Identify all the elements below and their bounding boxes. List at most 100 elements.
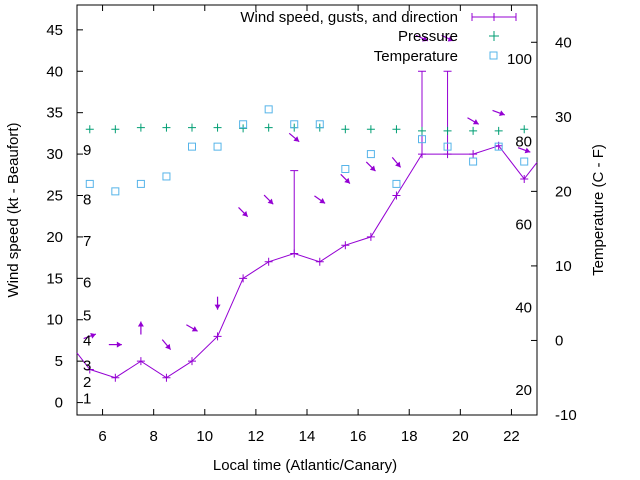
beaufort-label: 6 xyxy=(83,274,91,291)
y-axis-label: Wind speed (kt - Beaufort) xyxy=(5,122,22,297)
fahrenheit-label: 80 xyxy=(515,134,532,151)
y2-tick-label: 10 xyxy=(555,258,572,275)
y-tick-label: 15 xyxy=(46,270,63,287)
wind-direction-arrow xyxy=(83,332,97,340)
wind-direction-arrow-head xyxy=(344,177,350,184)
temperature-point xyxy=(290,120,299,129)
gust-bar xyxy=(290,170,299,254)
temperature-point xyxy=(341,165,350,173)
fahrenheit-label: 60 xyxy=(515,216,532,233)
wind-direction-arrow-head xyxy=(90,332,96,339)
beaufort-label: 5 xyxy=(83,308,91,325)
wind-direction-arrow xyxy=(137,321,144,335)
wind-direction-arrow-head xyxy=(242,211,248,217)
wind-direction-arrow-head xyxy=(524,147,531,154)
wind-speed-point xyxy=(520,174,529,183)
temperature-point xyxy=(85,179,94,188)
y2-axis-ticks: -10 0 10 20 30 40 xyxy=(531,34,577,424)
wind-direction-arrow-head xyxy=(319,198,326,204)
legend-wind-label: Wind speed, gusts, and direction xyxy=(240,9,458,26)
temperature-point xyxy=(418,135,426,144)
pressure-point xyxy=(469,126,478,135)
temperature-point xyxy=(264,105,273,114)
legend: Wind speed, gusts, and direction Pressur… xyxy=(240,9,517,65)
y-tick-label: 35 xyxy=(46,105,63,122)
x-tick-label: 14 xyxy=(299,428,316,445)
pressure-point xyxy=(213,123,222,132)
legend-pressure-swatch xyxy=(489,31,499,41)
temperature-point xyxy=(443,142,452,151)
wind-direction-arrow xyxy=(263,194,274,205)
wind-direction-arrow xyxy=(517,147,531,154)
pressure-point xyxy=(136,123,145,132)
wind-direction-arrow-head xyxy=(447,36,454,42)
wind-speed-point xyxy=(418,150,426,159)
fahrenheit-label: 40 xyxy=(515,299,532,316)
wind-speed-point xyxy=(315,257,324,266)
wind-direction-arrow-head xyxy=(422,36,428,42)
gust-bar xyxy=(443,70,452,155)
y-tick-label: 30 xyxy=(46,146,63,163)
temperature-point xyxy=(239,120,248,129)
wind-direction-arrow xyxy=(365,161,376,172)
legend-pressure-label: Pressure xyxy=(398,28,458,45)
pressure-point xyxy=(443,126,452,135)
temperature-point xyxy=(213,142,222,151)
wind-speed-point xyxy=(213,332,222,341)
pressure-point xyxy=(392,125,401,134)
wind-direction-arrow xyxy=(314,195,326,204)
plot-frame xyxy=(76,4,538,416)
y-tick-label: 45 xyxy=(46,22,63,39)
wind-direction-arrow xyxy=(340,173,351,184)
plot-area: 123 4 5 6 7 8 9 20 40 60 80 100 xyxy=(76,4,538,416)
wind-speed-series xyxy=(76,141,538,382)
y2-tick-label: 40 xyxy=(555,34,572,51)
beaufort-labels: 123 4 5 6 7 8 9 xyxy=(83,142,91,407)
wind-direction-arrow-head xyxy=(214,304,221,310)
temperature-point xyxy=(392,179,401,188)
gust-bar xyxy=(418,70,426,155)
pressure-point xyxy=(85,125,94,134)
wind-direction-arrow-head xyxy=(293,136,300,142)
wind-direction-arrow xyxy=(492,109,505,117)
y2-tick-label: -10 xyxy=(555,407,577,424)
wind-speed-point xyxy=(341,241,350,250)
x-axis-label: Local time (Atlantic/Canary) xyxy=(213,457,397,474)
wind-speed-point xyxy=(162,373,171,382)
wind-speed-point xyxy=(188,357,196,366)
pressure-point xyxy=(418,126,426,135)
y-tick-label: 25 xyxy=(46,188,63,205)
wind-speed-point xyxy=(85,365,94,374)
wind-direction-arrow-head xyxy=(395,161,401,168)
wind-speed-point xyxy=(366,232,375,241)
wind-direction-arrow-head xyxy=(499,110,505,117)
wind-speed-point xyxy=(392,191,401,200)
fahrenheit-label: 100 xyxy=(507,51,532,68)
beaufort-label: 1 xyxy=(83,390,91,407)
temperature-series xyxy=(85,105,529,196)
y2-axis-label: Temperature (C - F) xyxy=(590,144,607,276)
x-axis-ticks: 6 8 10 12 14 16 18 20 22 xyxy=(98,5,520,445)
x-tick-label: 10 xyxy=(196,428,213,445)
wind-speed-line xyxy=(76,145,538,379)
y-tick-label: 0 xyxy=(55,395,63,412)
fahrenheit-labels: 20 40 60 80 100 xyxy=(507,51,532,399)
fahrenheit-label: 20 xyxy=(515,382,532,399)
temperature-point xyxy=(111,187,120,196)
wind-direction-arrow-head xyxy=(116,341,122,348)
wind-direction-arrow-head xyxy=(369,165,376,172)
pressure-point xyxy=(264,123,273,132)
temperature-point xyxy=(315,120,324,129)
y-tick-label: 20 xyxy=(46,229,63,246)
gust-bars xyxy=(290,70,452,254)
x-tick-label: 20 xyxy=(452,428,469,445)
wind-direction-arrow xyxy=(161,339,172,350)
wind-speed-point xyxy=(111,373,120,382)
wind-direction-arrow xyxy=(186,324,198,332)
pressure-series xyxy=(85,123,529,135)
temperature-point xyxy=(520,157,529,166)
y-tick-label: 40 xyxy=(46,63,63,80)
temperature-point xyxy=(136,179,145,188)
wind-direction-arrows xyxy=(83,34,531,350)
